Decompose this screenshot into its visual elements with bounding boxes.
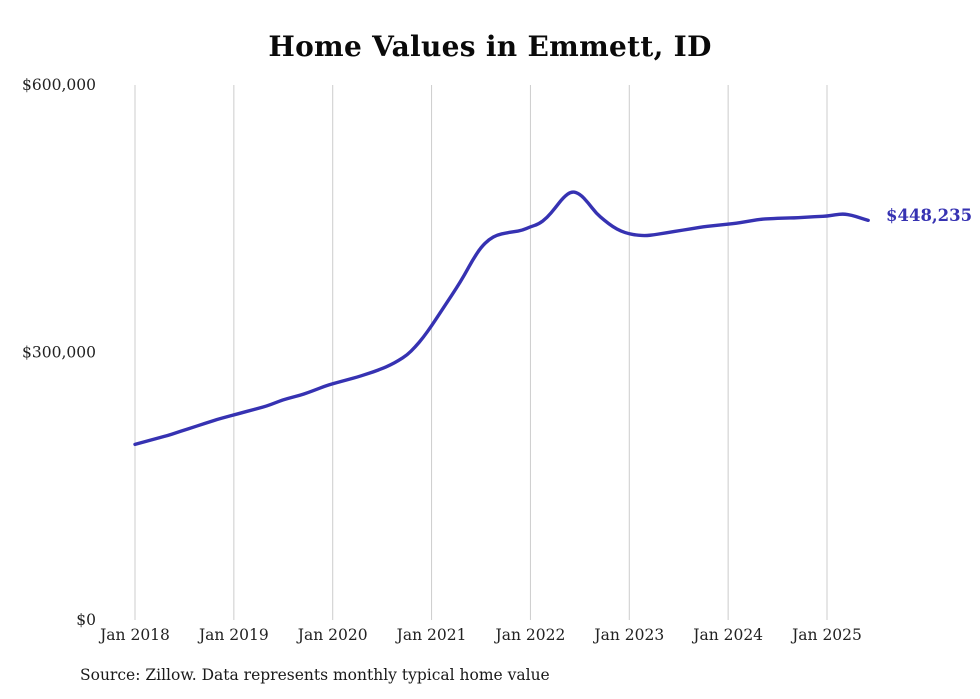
chart-title: Home Values in Emmett, ID (268, 30, 712, 63)
x-axis-tick-label: Jan 2023 (592, 626, 664, 644)
source-note: Source: Zillow. Data represents monthly … (80, 666, 550, 684)
x-axis-tick-label: Jan 2020 (296, 626, 368, 644)
y-axis-tick-label: $300,000 (22, 344, 96, 362)
y-axis-tick-label: $600,000 (22, 76, 96, 94)
y-axis-tick-label: $0 (76, 611, 96, 629)
home-value-line (133, 190, 870, 447)
x-axis-tick-label: Jan 2022 (494, 626, 566, 644)
x-axis-tick-label: Jan 2018 (98, 626, 170, 644)
x-axis-tick-label: Jan 2024 (691, 626, 763, 644)
x-axis-tick-label: Jan 2025 (790, 626, 862, 644)
last-value-label: $448,235 (886, 206, 973, 226)
x-axis-tick-label: Jan 2019 (197, 626, 269, 644)
x-axis-tick-label: Jan 2021 (395, 626, 467, 644)
